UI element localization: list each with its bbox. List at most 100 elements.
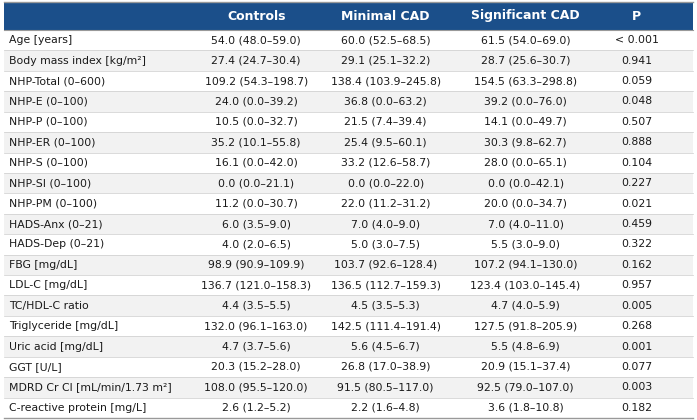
Text: 54.0 (48.0–59.0): 54.0 (48.0–59.0) [211, 35, 301, 45]
Text: 109.2 (54.3–198.7): 109.2 (54.3–198.7) [204, 76, 308, 86]
Text: 0.001: 0.001 [621, 341, 652, 352]
Text: 138.4 (103.9–245.8): 138.4 (103.9–245.8) [330, 76, 441, 86]
Text: 127.5 (91.8–205.9): 127.5 (91.8–205.9) [474, 321, 577, 331]
Text: 92.5 (79.0–107.0): 92.5 (79.0–107.0) [477, 382, 574, 392]
Text: GGT [U/L]: GGT [U/L] [9, 362, 62, 372]
Text: 29.1 (25.1–32.2): 29.1 (25.1–32.2) [341, 55, 430, 66]
Bar [4, 234, 693, 255]
Text: 30.3 (9.8–62.7): 30.3 (9.8–62.7) [484, 137, 567, 147]
Text: 7.0 (4.0–11.0): 7.0 (4.0–11.0) [488, 219, 564, 229]
Text: NHP-PM (0–100): NHP-PM (0–100) [9, 199, 97, 209]
Text: 0.941: 0.941 [621, 55, 652, 66]
Text: 132.0 (96.1–163.0): 132.0 (96.1–163.0) [204, 321, 308, 331]
Text: 0.003: 0.003 [621, 382, 652, 392]
Bar [4, 91, 693, 112]
Text: 14.1 (0.0–49.7): 14.1 (0.0–49.7) [484, 117, 567, 127]
Bar [4, 193, 693, 214]
Bar [4, 214, 693, 234]
Bar [4, 132, 693, 152]
Text: 0.0 (0.0–21.1): 0.0 (0.0–21.1) [218, 178, 294, 188]
Text: 20.9 (15.1–37.4): 20.9 (15.1–37.4) [481, 362, 570, 372]
Text: 4.7 (4.0–5.9): 4.7 (4.0–5.9) [491, 301, 560, 311]
Text: 91.5 (80.5–117.0): 91.5 (80.5–117.0) [337, 382, 434, 392]
Text: Minimal CAD: Minimal CAD [342, 10, 430, 23]
Text: 10.5 (0.0–32.7): 10.5 (0.0–32.7) [215, 117, 298, 127]
Text: 136.5 (112.7–159.3): 136.5 (112.7–159.3) [330, 280, 441, 290]
Bar [4, 255, 693, 275]
Text: Significant CAD: Significant CAD [471, 10, 580, 23]
Text: 0.227: 0.227 [621, 178, 652, 188]
Text: NHP-P (0–100): NHP-P (0–100) [9, 117, 88, 127]
Text: 142.5 (111.4–191.4): 142.5 (111.4–191.4) [330, 321, 441, 331]
Text: NHP-Total (0–600): NHP-Total (0–600) [9, 76, 105, 86]
Text: 27.4 (24.7–30.4): 27.4 (24.7–30.4) [211, 55, 301, 66]
Bar [4, 173, 693, 193]
Text: 0.059: 0.059 [621, 76, 652, 86]
Text: NHP-S (0–100): NHP-S (0–100) [9, 158, 88, 168]
Bar [4, 336, 693, 357]
Text: 0.104: 0.104 [621, 158, 652, 168]
Text: 26.8 (17.0–38.9): 26.8 (17.0–38.9) [341, 362, 431, 372]
Text: 103.7 (92.6–128.4): 103.7 (92.6–128.4) [334, 260, 437, 270]
Text: 2.2 (1.6–4.8): 2.2 (1.6–4.8) [351, 403, 420, 413]
Text: 0.005: 0.005 [621, 301, 652, 311]
Text: 61.5 (54.0–69.0): 61.5 (54.0–69.0) [481, 35, 570, 45]
Text: 0.0 (0.0–42.1): 0.0 (0.0–42.1) [487, 178, 564, 188]
Text: 5.5 (4.8–6.9): 5.5 (4.8–6.9) [491, 341, 560, 352]
Text: Uric acid [mg/dL]: Uric acid [mg/dL] [9, 341, 103, 352]
Text: 24.0 (0.0–39.2): 24.0 (0.0–39.2) [215, 97, 298, 107]
Text: 0.507: 0.507 [621, 117, 652, 127]
Text: FBG [mg/dL]: FBG [mg/dL] [9, 260, 77, 270]
Bar [4, 152, 693, 173]
Text: 0.077: 0.077 [621, 362, 652, 372]
Text: NHP-E (0–100): NHP-E (0–100) [9, 97, 88, 107]
Text: 154.5 (63.3–298.8): 154.5 (63.3–298.8) [474, 76, 577, 86]
Text: 0.048: 0.048 [621, 97, 652, 107]
Text: 108.0 (95.5–120.0): 108.0 (95.5–120.0) [204, 382, 308, 392]
Text: 33.2 (12.6–58.7): 33.2 (12.6–58.7) [341, 158, 430, 168]
Text: 11.2 (0.0–30.7): 11.2 (0.0–30.7) [215, 199, 298, 209]
Text: MDRD Cr Cl [mL/min/1.73 m²]: MDRD Cr Cl [mL/min/1.73 m²] [9, 382, 171, 392]
Bar [4, 296, 693, 316]
Text: 4.7 (3.7–5.6): 4.7 (3.7–5.6) [222, 341, 291, 352]
Text: 4.0 (2.0–6.5): 4.0 (2.0–6.5) [222, 239, 291, 249]
Text: Age [years]: Age [years] [9, 35, 72, 45]
Text: 0.268: 0.268 [621, 321, 652, 331]
Bar [4, 71, 693, 91]
Text: 5.5 (3.0–9.0): 5.5 (3.0–9.0) [491, 239, 560, 249]
Text: 0.021: 0.021 [621, 199, 652, 209]
Text: 107.2 (94.1–130.0): 107.2 (94.1–130.0) [474, 260, 577, 270]
Text: 0.322: 0.322 [621, 239, 652, 249]
Text: C-reactive protein [mg/L]: C-reactive protein [mg/L] [9, 403, 146, 413]
Text: < 0.001: < 0.001 [615, 35, 659, 45]
Text: TC/HDL-C ratio: TC/HDL-C ratio [9, 301, 89, 311]
Text: Controls: Controls [227, 10, 286, 23]
Text: 36.8 (0.0–63.2): 36.8 (0.0–63.2) [344, 97, 427, 107]
Text: 5.6 (4.5–6.7): 5.6 (4.5–6.7) [351, 341, 420, 352]
Text: 39.2 (0.0–76.0): 39.2 (0.0–76.0) [484, 97, 567, 107]
Bar [4, 398, 693, 418]
Text: 4.5 (3.5–5.3): 4.5 (3.5–5.3) [351, 301, 420, 311]
Text: 0.459: 0.459 [621, 219, 652, 229]
Text: 21.5 (7.4–39.4): 21.5 (7.4–39.4) [344, 117, 427, 127]
Text: LDL-C [mg/dL]: LDL-C [mg/dL] [9, 280, 87, 290]
Text: 7.0 (4.0–9.0): 7.0 (4.0–9.0) [351, 219, 420, 229]
Text: 60.0 (52.5–68.5): 60.0 (52.5–68.5) [341, 35, 431, 45]
Text: 20.3 (15.2–28.0): 20.3 (15.2–28.0) [211, 362, 301, 372]
Bar [4, 377, 693, 398]
Text: 0.182: 0.182 [621, 403, 652, 413]
Text: P: P [632, 10, 641, 23]
Text: 136.7 (121.0–158.3): 136.7 (121.0–158.3) [201, 280, 312, 290]
Text: 5.0 (3.0–7.5): 5.0 (3.0–7.5) [351, 239, 420, 249]
Text: 0.957: 0.957 [621, 280, 652, 290]
Bar [4, 30, 693, 50]
Text: 0.0 (0.0–22.0): 0.0 (0.0–22.0) [348, 178, 424, 188]
Text: NHP-ER (0–100): NHP-ER (0–100) [9, 137, 95, 147]
Text: 4.4 (3.5–5.5): 4.4 (3.5–5.5) [222, 301, 291, 311]
Text: 3.6 (1.8–10.8): 3.6 (1.8–10.8) [488, 403, 563, 413]
Text: 2.6 (1.2–5.2): 2.6 (1.2–5.2) [222, 403, 291, 413]
Text: 28.0 (0.0–65.1): 28.0 (0.0–65.1) [484, 158, 567, 168]
Text: Body mass index [kg/m²]: Body mass index [kg/m²] [9, 55, 146, 66]
Text: 123.4 (103.0–145.4): 123.4 (103.0–145.4) [470, 280, 581, 290]
Text: 6.0 (3.5–9.0): 6.0 (3.5–9.0) [222, 219, 291, 229]
